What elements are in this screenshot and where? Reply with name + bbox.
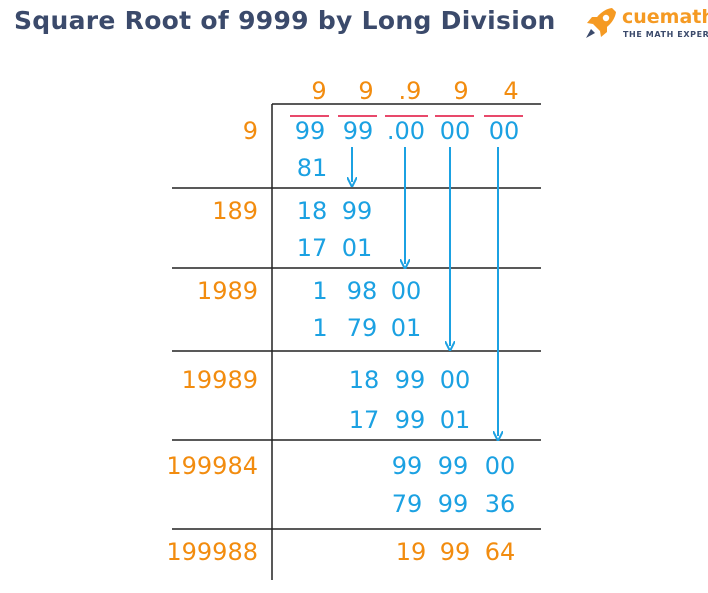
remainder-group: 18 — [349, 366, 380, 394]
divisor-label: 199984 — [166, 452, 258, 480]
dividend-pair: .00 — [387, 117, 425, 145]
subtract-group: 17 — [349, 406, 380, 434]
subtract-value: 81 — [297, 154, 328, 182]
quotient-digit: 9 — [311, 77, 326, 105]
remainder-group: 18 — [297, 197, 328, 225]
final-remainder: 99 — [440, 538, 471, 566]
dividend-pair: 00 — [489, 117, 520, 145]
page-title: Square Root of 9999 by Long Division — [14, 6, 556, 35]
remainder-group: 00 — [391, 277, 422, 305]
subtract-group: 01 — [391, 314, 422, 342]
divisor-label: 19989 — [182, 366, 258, 394]
divisor-label: 1989 — [197, 277, 258, 305]
dividend-pair: 99 — [343, 117, 374, 145]
subtract-group: 79 — [392, 490, 423, 518]
rocket-icon — [586, 8, 616, 38]
subtract-group: 79 — [347, 314, 378, 342]
dividend-pair: 00 — [440, 117, 471, 145]
dividend-pair: 99 — [295, 117, 326, 145]
divisor-label: 189 — [212, 197, 258, 225]
remainder-group: 98 — [347, 277, 378, 305]
remainder-group: 1 — [312, 277, 327, 305]
remainder-group: 00 — [485, 452, 516, 480]
remainder-group: 99 — [395, 366, 426, 394]
subtract-group: 1 — [312, 314, 327, 342]
quotient-digit: 9 — [453, 77, 468, 105]
remainder-group: 00 — [440, 366, 471, 394]
divisor-label: 199988 — [166, 538, 258, 566]
remainder-group: 99 — [342, 197, 373, 225]
logo-name: cuemath — [622, 6, 708, 28]
final-remainder: 19 — [396, 538, 427, 566]
subtract-group: 17 — [297, 234, 328, 262]
subtract-group: 99 — [395, 406, 426, 434]
subtract-group: 01 — [342, 234, 373, 262]
logo-tagline: THE MATH EXPERT — [623, 30, 708, 39]
cuemath-logo: cuemath THE MATH EXPERT — [578, 4, 708, 44]
subtract-group: 36 — [485, 490, 516, 518]
subtract-group: 99 — [438, 490, 469, 518]
final-remainder: 64 — [485, 538, 516, 566]
divisor-label: 9 — [243, 117, 258, 145]
subtract-group: 01 — [440, 406, 471, 434]
remainder-group: 99 — [438, 452, 469, 480]
quotient-digit: 4 — [503, 77, 518, 105]
remainder-group: 99 — [392, 452, 423, 480]
quotient-digit: 9 — [358, 77, 373, 105]
quotient-digit: .9 — [399, 77, 422, 105]
